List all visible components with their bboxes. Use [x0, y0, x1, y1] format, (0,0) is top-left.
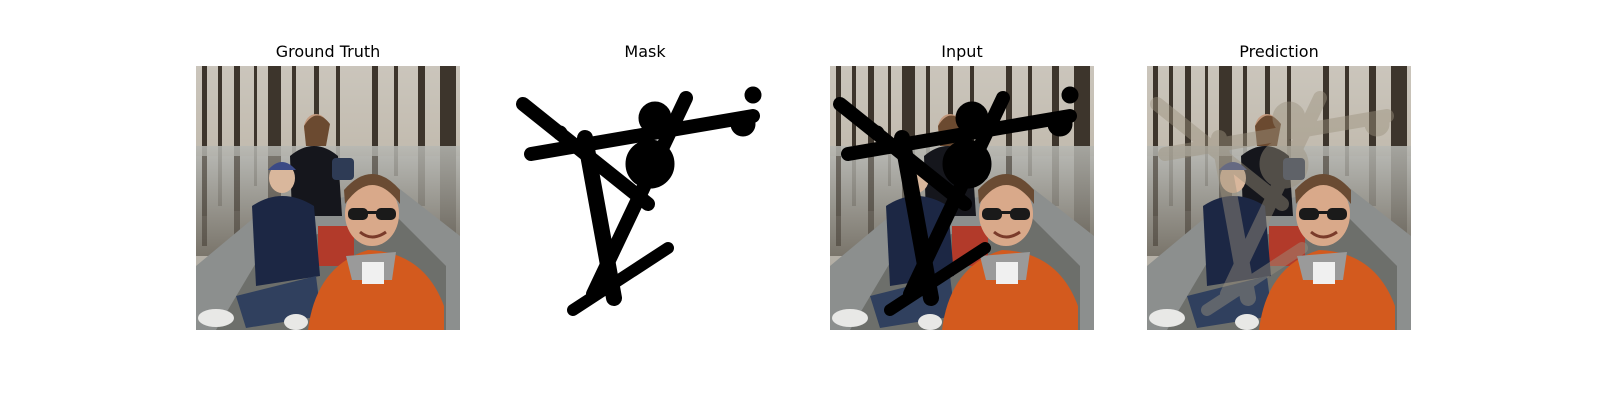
ground-truth-title: Ground Truth — [275, 42, 381, 61]
prediction-title: Prediction — [1239, 42, 1319, 61]
prediction-image — [1147, 66, 1411, 330]
ground-truth-image — [196, 66, 460, 330]
input-title: Input — [941, 42, 983, 61]
input-image — [830, 66, 1094, 330]
mask-image — [513, 66, 777, 330]
mask-title: Mask — [624, 42, 666, 61]
